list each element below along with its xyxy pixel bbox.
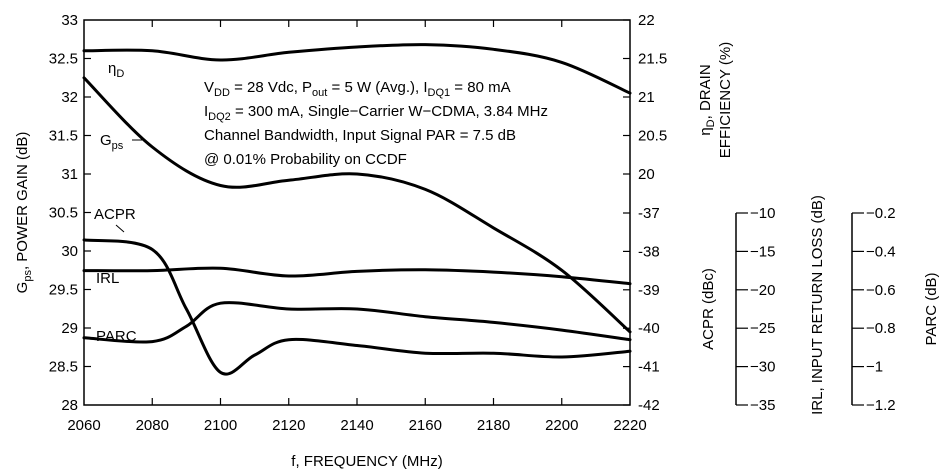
series-line-parc: [82, 301, 632, 344]
gps-tick-label: 28.5: [49, 359, 78, 376]
eff-tick-label: 20: [638, 166, 655, 183]
series-label-parc: PARC: [96, 328, 137, 345]
acpr-tick-label: -38: [638, 243, 660, 260]
gps-axis-title: Gps, POWER GAIN (dB): [14, 132, 34, 294]
eff-tick-label: 21.5: [638, 51, 667, 68]
gps-tick-label: 33: [61, 12, 78, 29]
irl-tick-label: −15: [750, 243, 775, 260]
gps-tick-label: 31.5: [49, 128, 78, 145]
series-label-irl: IRL: [96, 270, 119, 287]
series-line-irl: [82, 266, 632, 286]
eff-tick-label: 22: [638, 12, 655, 29]
x-tick-label: 2060: [67, 417, 100, 434]
condition-note-line-4: @ 0.01% Probability on CCDF: [204, 151, 407, 168]
eff-axis-title-line1: ηD, DRAIN: [697, 64, 717, 135]
acpr-tick-label: -37: [638, 205, 660, 222]
irl-axis-title: IRL, INPUT RETURN LOSS (dB): [809, 195, 826, 415]
x-tick-label: 2080: [136, 417, 169, 434]
condition-note-line-2: IDQ2 = 300 mA, Single−Carrier W−CDMA, 3.…: [204, 103, 548, 123]
acpr-tick-label: -41: [638, 359, 660, 376]
acpr-tick-label: -40: [638, 320, 660, 337]
plot-frame: [83, 19, 631, 406]
x-tick-label: 2160: [409, 417, 442, 434]
gps-tick-label: 31: [61, 166, 78, 183]
eff-axis-title-line2: EFFICIENCY (%): [717, 42, 734, 158]
gps-tick-label: 28: [61, 397, 78, 414]
x-axis-title: f, FREQUENCY (MHz): [291, 453, 442, 470]
parc-tick-label: −1: [866, 359, 883, 376]
irl-tick-label: −25: [750, 320, 775, 337]
acpr-axis-title: ACPR (dBc): [700, 268, 717, 350]
eff-tick-label: 20.5: [638, 128, 667, 145]
series-line-gps: [82, 76, 632, 334]
x-tick-label: 2180: [477, 417, 510, 434]
acpr-tick-label: -42: [638, 397, 660, 414]
irl-tick-label: −30: [750, 359, 775, 376]
parc-tick-label: −0.2: [866, 205, 896, 222]
gps-tick-label: 32: [61, 89, 78, 106]
x-tick-label: 2120: [272, 417, 305, 434]
eff-tick-label: 21: [638, 89, 655, 106]
series-line--d: [82, 43, 632, 95]
parc-tick-label: −0.4: [866, 243, 896, 260]
acpr-tick-label: -39: [638, 282, 660, 299]
x-tick-label: 2100: [204, 417, 237, 434]
series-label-acpr: ACPR: [94, 206, 136, 223]
parc-axis-title: PARC (dB): [923, 272, 940, 345]
series-line-acpr: [82, 238, 632, 376]
x-tick-label: 2140: [340, 417, 373, 434]
gps-tick-label: 30.5: [49, 205, 78, 222]
gps-tick-label: 29: [61, 320, 78, 337]
gps-tick-label: 29.5: [49, 282, 78, 299]
condition-note-line-3: Channel Bandwidth, Input Signal PAR = 7.…: [204, 127, 516, 144]
gps-tick-label: 32.5: [49, 51, 78, 68]
chart-labels: ηD Gps ACPR IRL PARC VDD = 28 Vdc, Pout = 5 W…: [94, 60, 548, 345]
series-leader-acpr: [115, 224, 125, 233]
condition-note-line-1: VDD = 28 Vdc, Pout = 5 W (Avg.), IDQ1 = …: [204, 79, 511, 99]
series-label-gps: Gps: [100, 132, 124, 152]
parc-tick-label: −1.2: [866, 397, 896, 414]
x-tick-label: 2220: [613, 417, 646, 434]
x-tick-label: 2200: [545, 417, 578, 434]
gps-tick-label: 30: [61, 243, 78, 260]
parc-tick-label: −0.6: [866, 282, 896, 299]
irl-tick-label: −35: [750, 397, 775, 414]
parc-tick-label: −0.8: [866, 320, 896, 337]
chart-curves: [82, 43, 632, 376]
irl-tick-label: −10: [750, 205, 775, 222]
series-label--d: ηD: [108, 60, 124, 80]
irl-tick-label: −20: [750, 282, 775, 299]
